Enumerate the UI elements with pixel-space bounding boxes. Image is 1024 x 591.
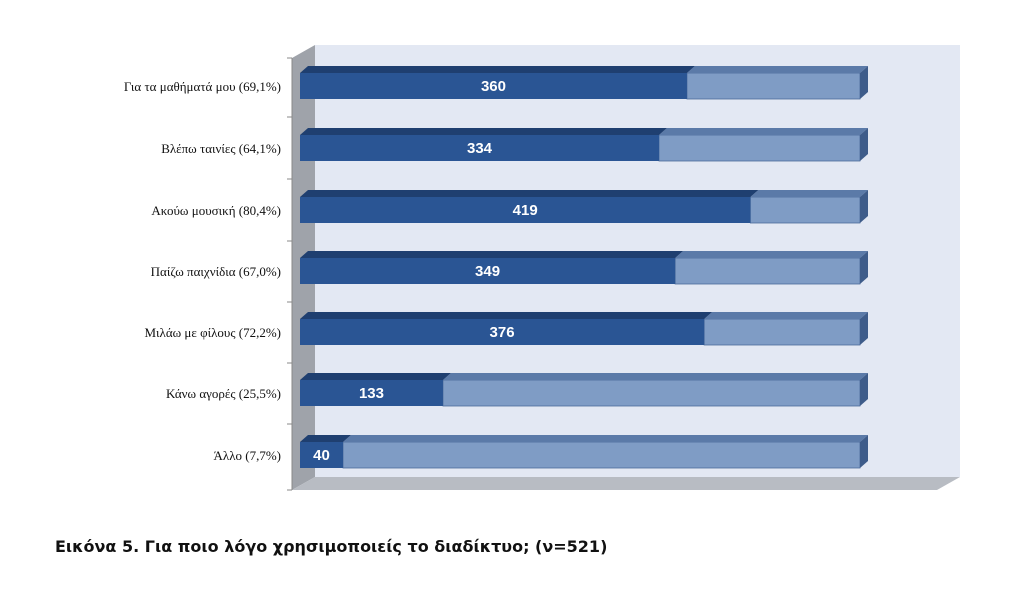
bar-side: [860, 190, 868, 223]
bar-remaining-top: [342, 435, 868, 442]
bar-remaining-top: [659, 128, 868, 135]
bar-group: [300, 66, 868, 100]
category-label: Για τα μαθήματά μου (69,1%): [124, 79, 281, 94]
value-label: 334: [467, 140, 493, 157]
bar-side: [860, 373, 868, 406]
bar-remaining: [442, 379, 861, 407]
value-label: 419: [513, 202, 538, 219]
bar-value: [300, 258, 676, 284]
bar-value: [300, 135, 660, 161]
bar-remaining: [703, 318, 861, 346]
bar-remaining-top: [686, 66, 868, 73]
category-label: Μιλάω με φίλους (72,2%): [144, 325, 281, 340]
bar-remaining: [749, 196, 861, 224]
bar-remaining-top: [675, 251, 868, 258]
bar-group: [300, 312, 868, 346]
bar-side: [860, 312, 868, 345]
figure-caption: Εικόνα 5. Για ποιο λόγο χρησιμοποιείς το…: [55, 537, 608, 556]
bar-remaining-top: [704, 312, 868, 319]
bar-value: [300, 442, 343, 468]
category-label: Παίζω παιχνίδια (67,0%): [151, 264, 281, 279]
value-label: 376: [490, 324, 515, 341]
bar-group: [300, 435, 868, 469]
bar-value-top: [300, 435, 351, 442]
bar-remaining: [674, 257, 861, 285]
bar-group: [300, 251, 868, 285]
bar-value-top: [300, 251, 684, 258]
value-label: 40: [313, 447, 330, 464]
bar-value: [300, 197, 751, 223]
category-label: Βλέπω ταινίες (64,1%): [161, 141, 281, 156]
value-label: 133: [359, 385, 384, 402]
category-label: Κάνω αγορές (25,5%): [166, 386, 281, 401]
category-label: Ακούω μουσική (80,4%): [151, 203, 281, 218]
bar-group: [300, 190, 868, 224]
bar-value-top: [300, 373, 451, 380]
bar-group: [300, 128, 868, 162]
bar-side: [860, 128, 868, 161]
bar-side: [860, 435, 868, 468]
bar-side: [860, 251, 868, 284]
bar-remaining: [686, 72, 861, 100]
bar-remaining: [658, 134, 861, 162]
bar-value: [300, 319, 705, 345]
chart-floor: [292, 477, 960, 490]
bar-value: [300, 380, 443, 406]
bar-value-top: [300, 190, 759, 197]
bar-value: [300, 73, 687, 99]
bar-value-top: [300, 128, 668, 135]
category-label: Άλλο (7,7%): [214, 448, 281, 463]
bar-value-top: [300, 66, 695, 73]
bar-group: [300, 373, 868, 407]
value-label: 360: [481, 78, 506, 95]
value-label: 349: [475, 263, 500, 280]
bar-remaining-top: [442, 373, 868, 380]
bar-remaining-top: [750, 190, 868, 197]
bar-value-top: [300, 312, 713, 319]
bar-side: [860, 66, 868, 99]
bar-remaining: [342, 441, 861, 469]
